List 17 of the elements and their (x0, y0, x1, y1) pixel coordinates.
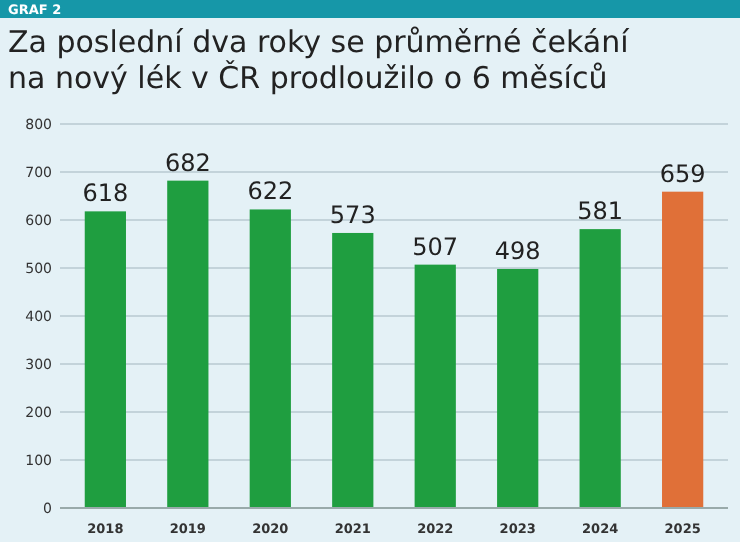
data-label: 618 (82, 179, 129, 208)
chart-title: Za poslední dva roky se průměrné čekání na nový lék v ČR prodloužilo o 6 měsíců (8, 24, 631, 96)
data-label: 659 (659, 159, 706, 188)
bar (414, 264, 456, 508)
bar (84, 211, 126, 508)
bar (662, 191, 704, 508)
bar (167, 180, 209, 508)
data-label: 581 (577, 197, 624, 226)
bar (249, 209, 291, 508)
data-label: 573 (329, 200, 376, 229)
data-label: 682 (164, 148, 211, 177)
bar (579, 229, 621, 508)
bar (332, 232, 374, 508)
data-label: 622 (247, 177, 294, 206)
data-label: 507 (412, 232, 459, 261)
bar (497, 268, 539, 508)
data-label: 498 (494, 236, 541, 265)
